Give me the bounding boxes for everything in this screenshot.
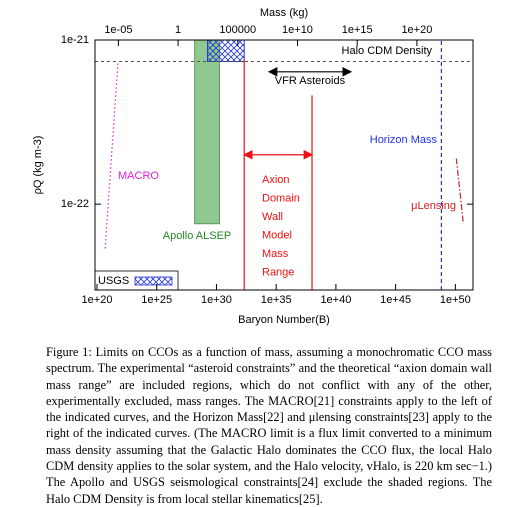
- x-tick-label: 1e+25: [141, 294, 172, 306]
- x2-tick-label: 1e+10: [282, 24, 313, 36]
- caption: Figure 1: Limits on CCOs as a function o…: [46, 345, 492, 506]
- y-tick-label: 1e-21: [61, 34, 89, 46]
- limit-label: μLensing: [411, 200, 456, 212]
- x2-axis-title: Mass (kg): [260, 7, 308, 19]
- x2-tick-label: 1e-05: [104, 24, 132, 36]
- axion-label: Model: [262, 229, 292, 241]
- x-tick-label: 1e+30: [201, 294, 232, 306]
- halo-label: Halo CDM Density: [342, 45, 433, 57]
- legend-swatch: [134, 276, 173, 286]
- axion-label: Wall: [262, 211, 283, 223]
- vfr-label: VFR Asteroids: [275, 75, 346, 87]
- chart: Mass (kg) Baryon Number(B) ρQ (kg m-3) A…: [32, 7, 474, 326]
- limit-line: [104, 63, 119, 251]
- limit-label: Horizon Mass: [370, 134, 438, 146]
- legend-label: USGS: [98, 275, 129, 287]
- region: [207, 39, 245, 62]
- x2-tick-label: 1e+20: [401, 24, 432, 36]
- region-label: Apollo ALSEP: [163, 230, 232, 242]
- limit-label: MACRO: [118, 170, 159, 182]
- axion-label: Range: [262, 266, 294, 278]
- axion-label: Domain: [262, 192, 300, 204]
- x2-tick-label: 1e+15: [342, 24, 373, 36]
- x-tick-label: 1e+35: [261, 294, 292, 306]
- plot-frame: [94, 39, 474, 291]
- x-tick-label: 1e+50: [440, 294, 471, 306]
- x-tick-label: 1e+40: [320, 294, 351, 306]
- x-tick-label: 1e+45: [380, 294, 411, 306]
- region: [194, 39, 221, 225]
- axion-label: Mass: [262, 248, 289, 260]
- y-tick-label: 1e-22: [61, 198, 89, 210]
- x-tick-label: 1e+20: [82, 294, 113, 306]
- x-axis-title: Baryon Number(B): [238, 314, 330, 326]
- x2-tick-label: 100000: [219, 24, 256, 36]
- axion-label: Axion: [262, 174, 290, 186]
- limit-line: [455, 158, 464, 224]
- x2-tick-label: 1: [175, 24, 181, 36]
- y-axis-title: ρQ (kg m-3): [32, 136, 44, 195]
